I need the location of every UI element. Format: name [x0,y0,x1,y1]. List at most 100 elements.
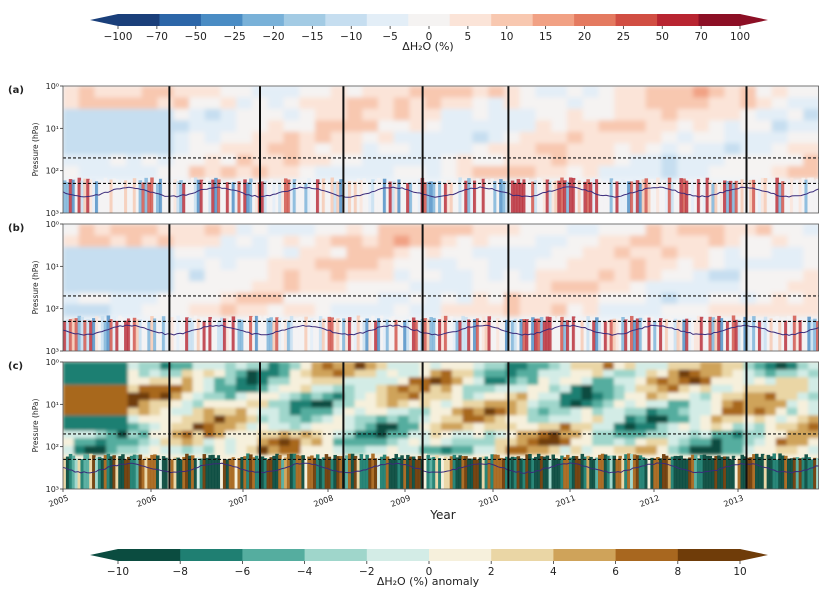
y-tick-label: 10³ [46,347,59,356]
colorbar-bottom-extend-low [90,549,118,561]
colorbar-top-tick-label: 70 [694,31,707,43]
colorbar-top-tick-label: 5 [465,31,472,43]
colorbar-top-cell [242,14,285,26]
panel-c: 10⁰ 10¹ 10² 10³ Pressure (hPa) (c) [8,358,819,494]
colorbar-top-extend-low [90,14,118,26]
y-tick-label: 10⁰ [46,358,59,367]
colorbar-top-cell [366,14,409,26]
heatmap-field [63,362,819,455]
colorbar-bottom-tick-label: −4 [297,566,313,578]
colorbar-bottom-cell [242,549,306,561]
x-tick-label: 2012 [638,493,660,508]
colorbar-top-cell [657,14,700,26]
colorbar-top-tick-label: −70 [146,31,168,43]
colorbar-top-tick-label: 50 [656,31,669,43]
y-axis-label: Pressure (hPa) [31,261,40,315]
colorbar-top-tick-label: −15 [301,31,323,43]
colorbar-top: −100 −70 −50 −25 −20 −15 −10 −5 0 5 10 15 20 25 50 70 10… [90,14,768,53]
colorbar-bottom-cell [615,549,679,561]
y-tick-label: 10⁰ [46,220,59,229]
colorbar-bottom: −10 −8 −6 −4 −2 0 2 4 6 8 10 ΔH₂O (%) anomaly [90,549,768,588]
x-tick-label: 2010 [477,493,499,508]
y-axis-label: Pressure (hPa) [31,399,40,453]
colorbar-bottom-cell [429,549,492,561]
colorbar-top-tick-label: 25 [617,31,630,43]
colorbar-top-ticks: −100 −70 −50 −25 −20 −15 −10 −5 0 5 10 15 20 25 50 70 10… [104,26,750,43]
x-tick-label: 2008 [312,493,334,508]
heatmap-lower-layer [63,453,819,489]
colorbar-top-cell [118,14,160,26]
y-tick-label: 10³ [46,485,59,494]
y-tick-label: 10¹ [46,124,59,133]
colorbar-top-tick-label: −50 [185,31,207,43]
x-axis: 2005 2006 2007 2008 2009 2010 2011 2012 2013 [47,489,745,509]
colorbar-bottom-cell [118,549,181,561]
colorbar-top-cell [449,14,492,26]
colorbar-top-tick-label: −5 [382,31,397,43]
x-tick-label: 2011 [554,493,576,508]
colorbar-bottom-label: ΔH₂O (%) anomaly [377,575,480,588]
x-axis-label: Year [429,508,455,522]
x-tick-label: 2005 [47,493,69,508]
colorbar-top-cell [574,14,617,26]
colorbar-top-cell [325,14,368,26]
y-tick-label: 10² [46,167,59,176]
colorbar-top-extend-high [740,14,768,26]
x-tick-label: 2013 [722,493,744,508]
panel-b: 10⁰ 10¹ 10² 10³ Pressure (hPa) (b) [8,220,819,356]
colorbar-top-tick-label: −100 [104,31,133,43]
colorbar-bottom-tick-label: −8 [172,566,187,578]
colorbar-bottom-cell [491,549,554,561]
colorbar-bottom-tick-label: −10 [107,566,129,578]
x-tick-label: 2007 [227,493,249,508]
colorbar-bottom-cell [677,549,741,561]
colorbar-top-cell [615,14,658,26]
colorbar-top-cell [698,14,741,26]
colorbar-top-tick-label: 10 [500,31,513,43]
colorbar-bottom-tick-label: 6 [612,566,619,578]
colorbar-bottom-tick-label: −2 [359,566,374,578]
colorbar-bottom-cell [180,549,243,561]
colorbar-bottom-extend-high [740,549,768,561]
tropopause-line [63,186,819,198]
colorbar-top-tick-label: 0 [426,31,433,43]
colorbar-bottom-cells [90,549,768,561]
colorbar-top-tick-label: −25 [224,31,246,43]
heatmap-field [63,86,819,179]
y-tick-label: 10⁰ [46,82,59,91]
x-tick-label: 2009 [389,493,411,508]
colorbar-top-tick-label: 15 [539,31,552,43]
colorbar-top-tick-label: −20 [262,31,284,43]
colorbar-bottom-tick-label: 8 [674,566,681,578]
colorbar-bottom-tick-label: 2 [488,566,495,578]
x-tick-label: 2006 [135,493,157,508]
colorbar-top-tick-label: 100 [730,31,750,43]
heatmap-field [63,224,819,317]
colorbar-top-cell [200,14,243,26]
y-tick-label: 10² [46,443,59,452]
tropopause-line [63,324,819,336]
colorbar-bottom-tick-label: 4 [550,566,557,578]
colorbar-bottom-tick-label: −6 [235,566,251,578]
colorbar-top-cells [90,14,768,26]
colorbar-top-cell [283,14,326,26]
panel-label: (b) [8,223,24,234]
colorbar-top-cell [532,14,575,26]
panel-label: (c) [8,361,23,372]
colorbar-top-cell [491,14,534,26]
colorbar-bottom-cell [304,549,368,561]
y-axis-label: Pressure (hPa) [31,123,40,177]
colorbar-top-label: ΔH₂O (%) [402,40,453,53]
colorbar-top-cell [159,14,202,26]
colorbar-bottom-cell [553,549,617,561]
y-tick-label: 10¹ [46,262,59,271]
colorbar-top-tick-label: 20 [578,31,591,43]
colorbar-bottom-tick-label: 0 [426,566,433,578]
tropopause-line [63,462,819,474]
colorbar-bottom-tick-label: 10 [733,566,746,578]
y-tick-label: 10² [46,305,59,314]
panel-a: 10⁰ 10¹ 10² 10³ Pressure (hPa) (a) [8,82,819,218]
y-tick-label: 10¹ [46,400,59,409]
